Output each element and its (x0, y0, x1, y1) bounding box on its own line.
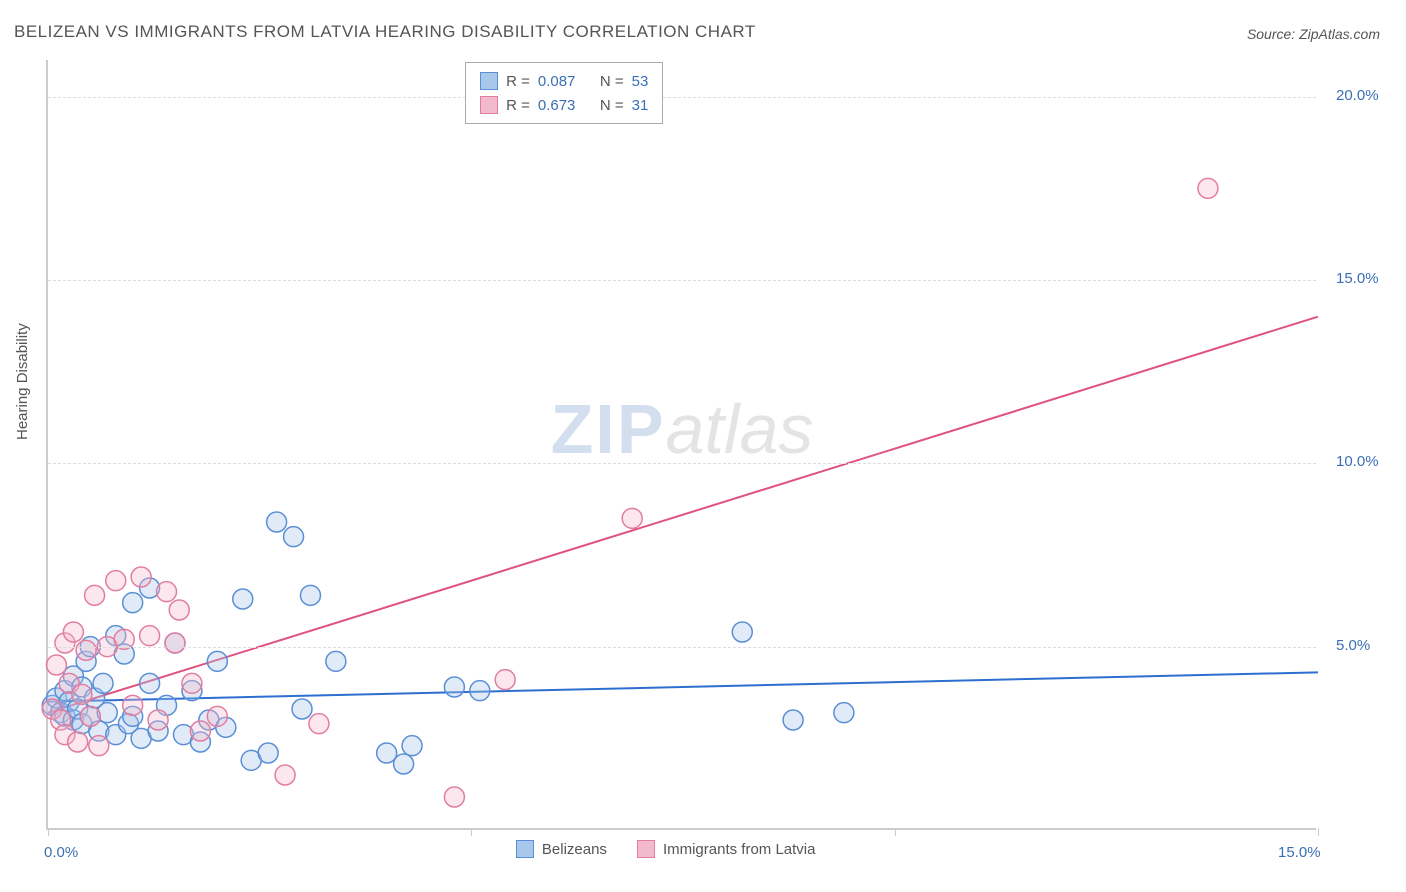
n-label: N = (600, 73, 624, 90)
data-point (444, 677, 464, 697)
data-point (1198, 178, 1218, 198)
data-point (292, 699, 312, 719)
x-tick-label: 15.0% (1278, 844, 1321, 861)
legend-swatch (637, 840, 655, 858)
data-point (93, 673, 113, 693)
data-point (169, 600, 189, 620)
r-value: 0.673 (538, 97, 592, 114)
n-value: 53 (632, 73, 649, 90)
data-point (106, 571, 126, 591)
n-value: 31 (632, 97, 649, 114)
series-legend: Belizeans Immigrants from Latvia (516, 840, 816, 858)
legend-stat-row: R = 0.673 N = 31 (480, 93, 648, 117)
data-point (68, 732, 88, 752)
x-tick (895, 828, 896, 836)
legend-label: Belizeans (542, 841, 607, 858)
data-point (148, 710, 168, 730)
data-point (309, 714, 329, 734)
chart-plot-area: ZIPatlas 5.0%10.0%15.0%20.0%0.0%15.0% (46, 60, 1316, 830)
data-point (275, 765, 295, 785)
data-point (207, 706, 227, 726)
data-point (182, 673, 202, 693)
legend-stat-row: R = 0.087 N = 53 (480, 69, 648, 93)
x-tick-label: 0.0% (44, 844, 78, 861)
r-label: R = (506, 97, 530, 114)
x-tick (1318, 828, 1319, 836)
data-point (123, 695, 143, 715)
legend-item: Immigrants from Latvia (637, 840, 816, 858)
data-point (207, 651, 227, 671)
data-point (622, 508, 642, 528)
data-point (326, 651, 346, 671)
data-point (80, 706, 100, 726)
trend-line (48, 672, 1318, 701)
data-point (783, 710, 803, 730)
data-point (131, 567, 151, 587)
data-point (89, 736, 109, 756)
gridline (48, 280, 1316, 281)
data-point (63, 622, 83, 642)
trend-line (48, 317, 1318, 713)
gridline (48, 463, 1316, 464)
data-point (165, 633, 185, 653)
data-point (470, 681, 490, 701)
data-point (834, 703, 854, 723)
data-point (76, 640, 96, 660)
data-point (267, 512, 287, 532)
x-tick (48, 828, 49, 836)
scatter-svg (48, 60, 1316, 828)
legend-swatch (480, 96, 498, 114)
data-point (140, 626, 160, 646)
correlation-legend: R = 0.087 N = 53 R = 0.673 N = 31 (465, 62, 663, 124)
data-point (300, 585, 320, 605)
data-point (85, 585, 105, 605)
x-tick (471, 828, 472, 836)
legend-label: Immigrants from Latvia (663, 841, 816, 858)
r-label: R = (506, 73, 530, 90)
legend-swatch (480, 72, 498, 90)
gridline (48, 647, 1316, 648)
data-point (444, 787, 464, 807)
data-point (284, 527, 304, 547)
data-point (233, 589, 253, 609)
legend-swatch (516, 840, 534, 858)
y-tick-label: 5.0% (1336, 637, 1370, 654)
data-point (394, 754, 414, 774)
legend-item: Belizeans (516, 840, 607, 858)
data-point (258, 743, 278, 763)
data-point (123, 593, 143, 613)
r-value: 0.087 (538, 73, 592, 90)
data-point (157, 582, 177, 602)
data-point (190, 721, 210, 741)
y-tick-label: 20.0% (1336, 87, 1379, 104)
data-point (732, 622, 752, 642)
data-point (495, 670, 515, 690)
data-point (140, 673, 160, 693)
source-attribution: Source: ZipAtlas.com (1247, 26, 1380, 42)
data-point (72, 684, 92, 704)
data-point (402, 736, 422, 756)
chart-title: BELIZEAN VS IMMIGRANTS FROM LATVIA HEARI… (14, 22, 756, 42)
n-label: N = (600, 97, 624, 114)
y-axis-label: Hearing Disability (14, 323, 31, 440)
gridline (48, 97, 1316, 98)
data-point (46, 655, 66, 675)
y-tick-label: 10.0% (1336, 453, 1379, 470)
y-tick-label: 15.0% (1336, 270, 1379, 287)
